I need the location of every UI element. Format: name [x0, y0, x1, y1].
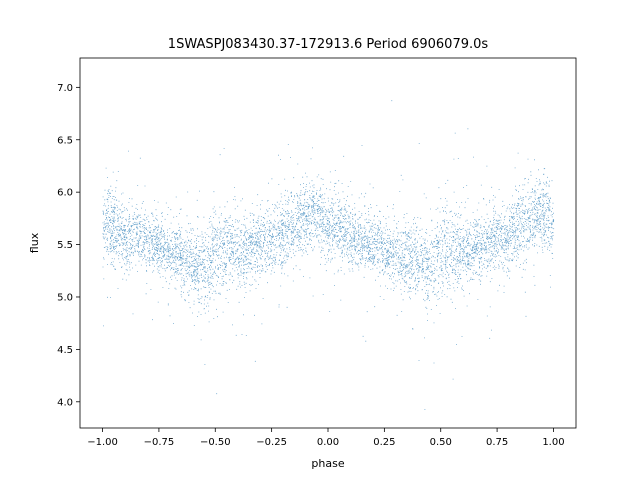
x-tick-label: −0.75 [144, 437, 175, 448]
y-tick-label: 5.0 [57, 292, 73, 303]
y-axis-label: flux [28, 232, 41, 253]
x-tick-label: −1.00 [87, 437, 118, 448]
x-tick-label: 1.00 [542, 437, 564, 448]
chart-title: 1SWASPJ083430.37-172913.6 Period 6906079… [168, 37, 489, 52]
x-tick-label: 0.00 [317, 437, 339, 448]
scatter-points [102, 100, 555, 410]
y-tick-label: 6.5 [57, 135, 73, 146]
y-tick-label: 4.0 [57, 397, 73, 408]
y-tick-label: 6.0 [57, 188, 73, 199]
y-tick-label: 5.5 [57, 240, 73, 251]
x-tick-label: 0.25 [373, 437, 395, 448]
y-axis: 4.0 4.5 5.0 5.5 6.0 6.5 7.0 [57, 83, 80, 408]
data-points [102, 100, 555, 410]
x-tick-label: −0.25 [256, 437, 287, 448]
x-tick-label: 0.75 [486, 437, 508, 448]
x-tick-label: −0.50 [200, 437, 231, 448]
x-axis: −1.00 −0.75 −0.50 −0.25 0.00 0.25 0.50 0.75 1.00 [87, 428, 565, 448]
plot-area [79, 57, 577, 429]
y-tick-label: 7.0 [57, 83, 73, 94]
y-tick-label: 4.5 [57, 345, 73, 356]
x-tick-label: 0.50 [430, 437, 452, 448]
x-axis-label: phase [311, 457, 344, 470]
